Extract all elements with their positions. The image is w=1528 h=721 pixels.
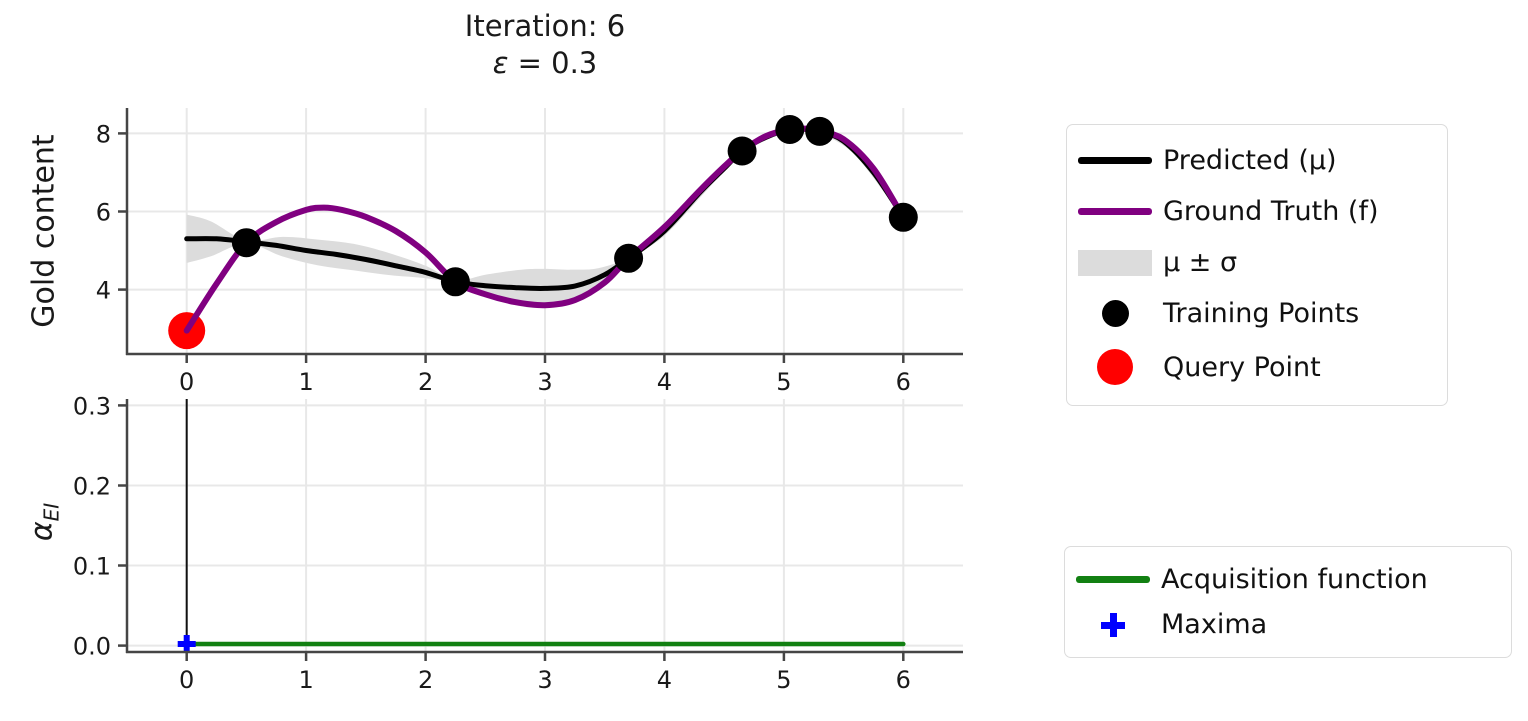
marker-training-points [805, 116, 835, 146]
swatch-cell [1067, 349, 1163, 385]
title-line-epsilon: ε = 0.3 [127, 45, 963, 82]
maxima-plus-swatch [1101, 612, 1125, 637]
marker-training-points [231, 228, 261, 258]
legend-bottom: Acquisition function Maxima [1064, 546, 1512, 658]
legend-item-uncertainty: μ ± σ [1067, 247, 1447, 278]
swatch-cell [1065, 612, 1161, 637]
x-tick-label: 2 [418, 368, 433, 396]
legend-item-ground-truth: Ground Truth (f) [1067, 196, 1447, 227]
ground-truth-line-swatch [1078, 208, 1152, 215]
training-point-swatch [1101, 300, 1129, 327]
x-tick-label: 6 [896, 666, 911, 694]
swatch-cell [1067, 300, 1163, 327]
x-tick-label: 3 [537, 666, 552, 694]
uncertainty-band-swatch [1078, 249, 1152, 276]
marker-training-points [614, 243, 644, 273]
x-tick-label: 4 [657, 666, 672, 694]
y-tick-label: 8 [96, 120, 111, 148]
bottom-plot-ylabel: αEI [25, 503, 64, 541]
x-tick-label: 1 [298, 666, 313, 694]
top-plot-ylabel: Gold content [26, 134, 62, 328]
legend-item-predicted: Predicted (μ) [1067, 145, 1447, 176]
legend-label-maxima: Maxima [1161, 609, 1268, 640]
legend-label-predicted: Predicted (μ) [1163, 145, 1337, 176]
y-tick-label: 0.3 [73, 392, 111, 420]
y-tick-label: 0.2 [73, 473, 111, 501]
y-tick-label: 0.0 [73, 633, 111, 661]
marker-training-points [727, 136, 757, 166]
y-tick-label: 4 [96, 277, 111, 305]
marker-training-points [440, 267, 470, 297]
swatch-cell [1067, 249, 1163, 276]
legend-label-training-points: Training Points [1163, 298, 1360, 329]
legend-label-ground-truth: Ground Truth (f) [1163, 196, 1379, 227]
x-tick-label: 6 [896, 368, 911, 396]
legend-label-acquisition: Acquisition function [1161, 564, 1428, 595]
x-tick-label: 0 [179, 666, 194, 694]
x-tick-label: 2 [418, 666, 433, 694]
legend-item-acquisition: Acquisition function [1065, 564, 1511, 595]
predicted-line-swatch [1078, 157, 1152, 164]
alpha-symbol: α [24, 521, 60, 542]
x-tick-label: 5 [776, 666, 791, 694]
x-tick-label: 5 [776, 368, 791, 396]
y-tick-label: 0.1 [73, 553, 111, 581]
acquisition-line-swatch [1076, 576, 1150, 583]
swatch-cell [1065, 576, 1161, 583]
swatch-cell [1067, 157, 1163, 164]
title-line-iteration: Iteration: 6 [464, 9, 626, 43]
chart-title: Iteration: 6 ε = 0.3 [127, 8, 963, 82]
epsilon-symbol: ε [492, 46, 509, 80]
query-point-swatch [1097, 349, 1133, 385]
x-tick-label: 0 [179, 368, 194, 396]
x-tick-label: 1 [298, 368, 313, 396]
legend-item-query-point: Query Point [1067, 349, 1447, 385]
legend-item-training-points: Training Points [1067, 298, 1447, 329]
marker-training-points [888, 202, 918, 232]
x-tick-label: 3 [537, 368, 552, 396]
legend-label-uncertainty: μ ± σ [1163, 247, 1238, 278]
x-tick-label: 4 [657, 368, 672, 396]
series-band- [186, 127, 904, 309]
legend-top: Predicted (μ) Ground Truth (f) μ ± σ Tra… [1066, 124, 1448, 406]
swatch-cell [1067, 208, 1163, 215]
y-tick-label: 6 [96, 199, 111, 227]
epsilon-value: = 0.3 [508, 46, 598, 80]
marker-training-points [775, 115, 805, 144]
alpha-subscript: EI [39, 502, 64, 522]
legend-label-query-point: Query Point [1163, 351, 1321, 383]
legend-item-maxima: Maxima [1065, 609, 1511, 640]
